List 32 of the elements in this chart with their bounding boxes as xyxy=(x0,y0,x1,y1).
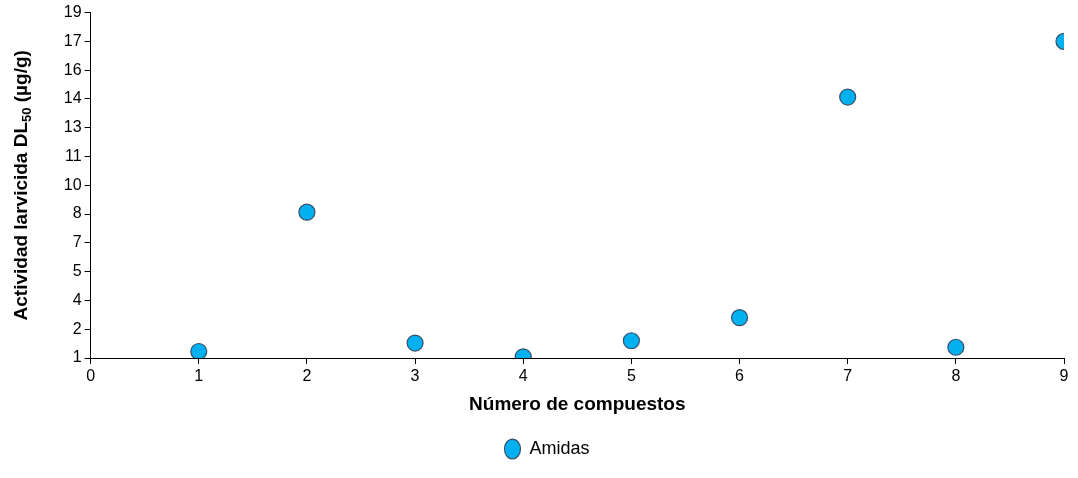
point xyxy=(298,203,316,221)
y-tick-label: 11 xyxy=(64,146,82,164)
y-tick-label: 10 xyxy=(63,175,82,193)
y-tick-label: 13 xyxy=(63,118,82,136)
x-tick-label: 5 xyxy=(626,367,636,385)
x-tick-label: 0 xyxy=(86,367,96,385)
y-tick-label: 8 xyxy=(72,204,82,222)
legend-label: Amidas xyxy=(529,437,590,458)
y-tick-label: 4 xyxy=(72,290,82,308)
point xyxy=(622,332,640,350)
point xyxy=(190,342,208,358)
y-tick-label: 5 xyxy=(72,262,82,280)
x-tick-label: 1 xyxy=(194,367,204,385)
y-tick-label: 17 xyxy=(63,31,82,49)
x-tick-label: 4 xyxy=(518,367,528,385)
x-tick-label: 8 xyxy=(951,367,961,385)
y-tick-label: 16 xyxy=(63,60,82,78)
y-tick-label: 19 xyxy=(63,3,82,21)
x-tick-label: 3 xyxy=(410,367,420,385)
x-tick-label: 2 xyxy=(302,367,312,385)
x-tick-label: 7 xyxy=(843,367,853,385)
point xyxy=(947,338,965,356)
y-tick-label: 14 xyxy=(63,89,82,107)
point xyxy=(406,334,424,352)
y-tick-label: 2 xyxy=(72,319,82,337)
x-axis-title: Número de compuestos xyxy=(469,392,686,414)
y-tick-label: 7 xyxy=(72,233,82,251)
y-tick-label: 1 xyxy=(72,348,82,366)
x-tick-label: 9 xyxy=(1059,367,1069,385)
x-tick-label: 6 xyxy=(735,367,745,385)
point xyxy=(839,88,857,106)
point xyxy=(730,309,749,327)
